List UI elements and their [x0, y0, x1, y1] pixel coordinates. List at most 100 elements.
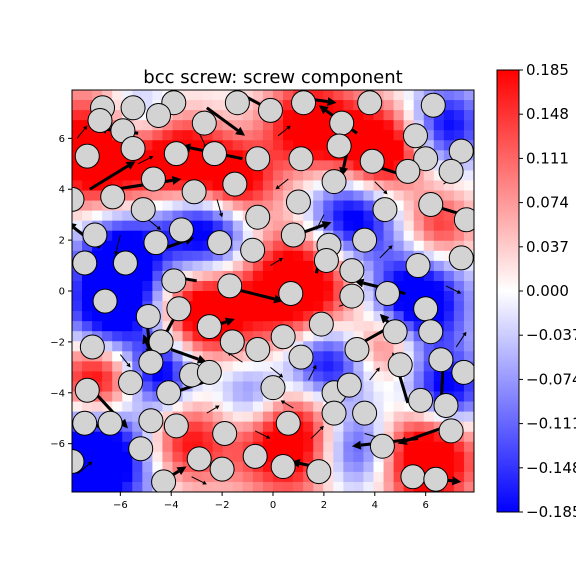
heatmap-cell	[92, 401, 103, 413]
displacement-arrowhead	[118, 418, 128, 429]
heatmap-cell	[152, 451, 164, 463]
heatmap-cell	[363, 371, 375, 383]
heatmap-cell	[182, 130, 194, 141]
heatmap-cell	[273, 180, 284, 192]
heatmap-cell	[343, 90, 354, 101]
heatmap-cell	[373, 321, 385, 332]
heatmap-cell	[293, 321, 304, 332]
heatmap-cell	[283, 481, 294, 492]
heatmap-cell	[172, 401, 184, 413]
heatmap-cell	[363, 461, 375, 473]
heatmap-cell	[383, 160, 395, 171]
heatmap-cell	[273, 220, 284, 232]
heatmap-cell	[363, 291, 375, 302]
heatmap-cell	[393, 240, 405, 252]
heatmap-cell	[242, 421, 254, 433]
heatmap-cell	[132, 421, 143, 433]
heatmap-cell	[102, 220, 113, 232]
heatmap-cell	[323, 371, 334, 383]
heatmap-cell	[192, 471, 204, 483]
heatmap-cell	[403, 220, 415, 232]
colorbar-tick-label: −0.074	[526, 370, 576, 388]
heatmap-cell	[463, 431, 474, 443]
heatmap-cell	[172, 180, 184, 192]
atom-marker	[72, 250, 98, 276]
heatmap-cell	[313, 441, 324, 453]
heatmap-cell	[92, 160, 103, 171]
heatmap-cell	[202, 260, 214, 272]
heatmap-cell	[202, 220, 214, 232]
heatmap-cell	[403, 331, 415, 342]
atom-marker	[72, 448, 85, 474]
heatmap-cell	[463, 311, 474, 322]
heatmap-cell	[393, 481, 405, 492]
heatmap-cell	[222, 220, 234, 232]
heatmap-cell	[383, 471, 395, 483]
heatmap-cell	[142, 160, 153, 171]
heatmap-cell	[102, 461, 113, 473]
heatmap-cell	[252, 481, 264, 492]
heatmap-cell	[353, 481, 365, 492]
atom-marker	[260, 375, 286, 401]
heatmap-cell	[82, 401, 93, 413]
heatmap-cell	[122, 220, 133, 232]
heatmap-cell	[192, 341, 204, 352]
atom-marker	[140, 166, 166, 192]
heatmap-cell	[273, 150, 284, 161]
heatmap-cell	[353, 451, 365, 463]
heatmap-cell	[262, 240, 274, 252]
heatmap-cell	[212, 100, 224, 111]
y-tick-label: 4	[59, 185, 65, 196]
heatmap-cell	[303, 170, 314, 182]
heatmap-cell	[423, 170, 435, 182]
heatmap-cell	[202, 391, 214, 403]
heatmap-cell	[373, 471, 385, 483]
heatmap-cell	[293, 260, 304, 272]
heatmap-cell	[172, 471, 184, 483]
heatmap-cell	[283, 140, 294, 151]
heatmap-cell	[443, 130, 455, 141]
heatmap-cell	[262, 220, 274, 232]
heatmap-cell	[182, 291, 194, 302]
heatmap-cell	[112, 351, 123, 362]
heatmap-cell	[423, 240, 435, 252]
displacement-arrowhead	[321, 221, 332, 230]
heatmap-cell	[323, 270, 334, 282]
heatmap-cell	[403, 301, 415, 312]
heatmap-cell	[242, 381, 254, 393]
heatmap-cell	[383, 341, 395, 352]
heatmap-cell	[132, 160, 143, 171]
heatmap-cell	[152, 130, 164, 141]
heatmap-cell	[112, 341, 123, 352]
heatmap-cell	[363, 351, 375, 362]
heatmap-cell	[333, 160, 344, 171]
heatmap-cell	[102, 250, 113, 262]
heatmap-cell	[443, 291, 455, 302]
heatmap-cell	[252, 260, 264, 272]
heatmap-cell	[222, 381, 234, 393]
heatmap-cell	[102, 130, 113, 141]
heatmap-cell	[222, 351, 234, 362]
heatmap-cell	[303, 401, 314, 413]
heatmap-cell	[413, 451, 425, 463]
displacement-arrow	[310, 428, 322, 439]
heatmap-cell	[353, 250, 365, 262]
heatmap-cell	[463, 471, 474, 483]
heatmap-cell	[132, 461, 143, 473]
heatmap-cell	[353, 431, 365, 443]
heatmap-cell	[182, 260, 194, 272]
heatmap-cell	[192, 331, 204, 342]
heatmap-cell	[383, 230, 395, 242]
heatmap-cell	[252, 230, 264, 242]
heatmap-cell	[403, 240, 415, 252]
heatmap-cell	[102, 471, 113, 483]
heatmap-cell	[363, 391, 375, 403]
y-tick-label: 0	[59, 287, 65, 298]
atom-marker	[306, 459, 332, 485]
heatmap-cell	[383, 190, 395, 202]
displacement-arrowhead	[327, 97, 337, 106]
heatmap-cell	[273, 291, 284, 302]
heatmap-cell	[383, 401, 395, 413]
heatmap-cell	[232, 210, 244, 222]
heatmap-cell	[283, 100, 294, 111]
